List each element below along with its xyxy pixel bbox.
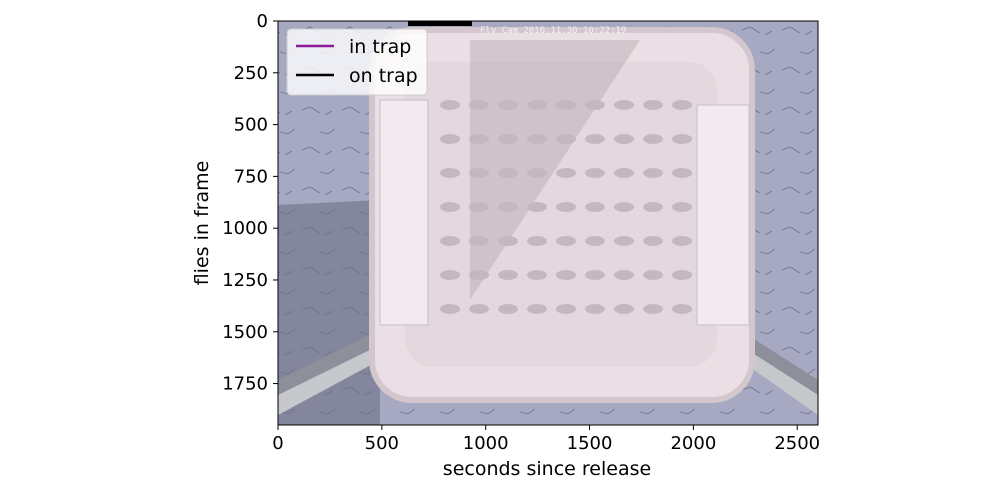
- y-tick-label: 0: [257, 11, 268, 32]
- trap-cell: [440, 100, 460, 110]
- trap-cell: [585, 100, 605, 110]
- trap-cell: [440, 168, 460, 178]
- trap-cell: [469, 304, 489, 314]
- trap-cell: [556, 134, 576, 144]
- trap-cell: [556, 202, 576, 212]
- trap-cell: [469, 236, 489, 246]
- background-photo: Fly Cam 2016.11.30 10:22:19: [278, 21, 818, 425]
- trap-cell: [614, 134, 634, 144]
- trap-cell: [672, 202, 692, 212]
- trap-cell: [614, 100, 634, 110]
- y-axis-label: flies in frame: [191, 161, 213, 286]
- x-tick-label: 2000: [670, 433, 716, 454]
- trap-cell: [556, 100, 576, 110]
- trap-cell: [469, 270, 489, 280]
- trap-cell: [672, 304, 692, 314]
- trap-cell: [643, 304, 663, 314]
- trap-cell: [556, 270, 576, 280]
- y-tick-label: 750: [234, 166, 268, 187]
- trap-cell: [440, 134, 460, 144]
- x-tick-label: 0: [272, 433, 283, 454]
- trap-cell: [527, 270, 547, 280]
- y-tick-label: 1250: [222, 270, 268, 291]
- legend: in trap on trap: [286, 28, 428, 96]
- x-tick-label: 2500: [774, 433, 820, 454]
- y-tick-label: 1750: [222, 374, 268, 395]
- trap-cell: [614, 304, 634, 314]
- trap-cell: [469, 168, 489, 178]
- trap-cell: [498, 236, 518, 246]
- x-axis: 0 500 1000 1500 2000 2500: [272, 425, 820, 454]
- trap-cell: [672, 270, 692, 280]
- y-tick-label: 1000: [222, 218, 268, 239]
- trap-cell: [614, 236, 634, 246]
- trap-cell: [469, 100, 489, 110]
- trap-cell: [527, 100, 547, 110]
- trap-cell: [498, 202, 518, 212]
- trap-cell: [585, 304, 605, 314]
- trap-cell: [643, 236, 663, 246]
- trap-cell: [643, 168, 663, 178]
- trap-cell: [527, 236, 547, 246]
- trap-cell: [440, 270, 460, 280]
- plot-area: [277, 20, 819, 426]
- trap-cell: [585, 236, 605, 246]
- trap-cell: [498, 304, 518, 314]
- trap-cell: [527, 304, 547, 314]
- y-axis: 0 250 500 750 1000 1250 1500 1750: [222, 11, 278, 395]
- x-tick-label: 1500: [567, 433, 613, 454]
- trap-cell: [585, 134, 605, 144]
- trap-cell: [469, 202, 489, 212]
- trap-cell: [614, 270, 634, 280]
- trap-cell: [556, 168, 576, 178]
- trap-cell: [498, 168, 518, 178]
- trap-cell: [672, 100, 692, 110]
- trap-cell: [498, 270, 518, 280]
- legend-label-in-trap: in trap: [349, 36, 411, 58]
- trap-cell: [498, 134, 518, 144]
- trap-cell: [643, 270, 663, 280]
- trap-cell: [672, 134, 692, 144]
- y-tick-label: 250: [234, 63, 268, 84]
- trap-cell: [440, 202, 460, 212]
- trap-cell: [672, 168, 692, 178]
- svg-text:Fly Cam 2016.11.30 10:22:19: Fly Cam 2016.11.30 10:22:19: [480, 26, 626, 36]
- x-tick-label: 1000: [463, 433, 509, 454]
- x-tick-label: 500: [365, 433, 399, 454]
- trap-cell: [585, 202, 605, 212]
- x-axis-label: seconds since release: [443, 458, 651, 480]
- trap-cell: [498, 100, 518, 110]
- trap-cell: [527, 134, 547, 144]
- trap-cell: [643, 202, 663, 212]
- y-tick-label: 1500: [222, 322, 268, 343]
- trap-cell: [440, 304, 460, 314]
- trap-cell: [556, 236, 576, 246]
- trap-cell: [643, 134, 663, 144]
- trap-cell: [585, 270, 605, 280]
- legend-label-on-trap: on trap: [349, 65, 418, 87]
- y-tick-label: 500: [234, 115, 268, 136]
- trap-cell: [527, 202, 547, 212]
- trap-cell: [585, 168, 605, 178]
- trap-cell: [469, 134, 489, 144]
- trap-cell: [643, 100, 663, 110]
- trap-cell: [614, 168, 634, 178]
- trap-cell: [614, 202, 634, 212]
- trap-cell: [556, 304, 576, 314]
- trap-cell: [527, 168, 547, 178]
- trap-cell: [672, 236, 692, 246]
- trap-cell: [440, 236, 460, 246]
